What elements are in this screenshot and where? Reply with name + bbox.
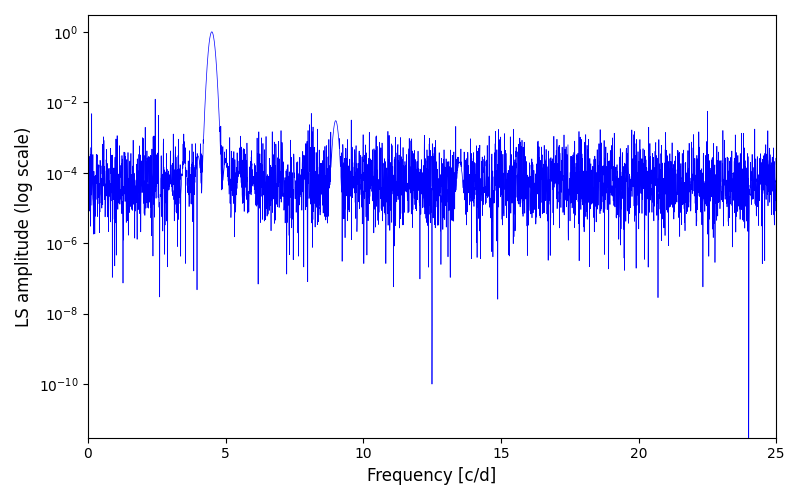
Y-axis label: LS amplitude (log scale): LS amplitude (log scale)	[15, 126, 33, 326]
X-axis label: Frequency [c/d]: Frequency [c/d]	[367, 467, 497, 485]
